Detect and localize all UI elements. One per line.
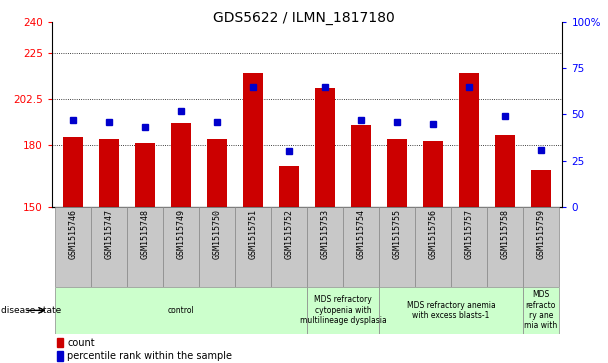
Bar — [523, 207, 559, 287]
Bar — [451, 207, 487, 287]
Bar — [307, 207, 343, 287]
Text: GSM1515747: GSM1515747 — [105, 209, 114, 259]
Bar — [307, 287, 379, 334]
Bar — [63, 137, 83, 207]
Text: percentile rank within the sample: percentile rank within the sample — [67, 351, 232, 361]
Bar — [487, 207, 523, 287]
Text: disease state: disease state — [1, 306, 61, 315]
Text: GSM1515758: GSM1515758 — [500, 209, 510, 259]
Text: MDS refractory anemia
with excess blasts-1: MDS refractory anemia with excess blasts… — [407, 301, 496, 320]
Bar — [415, 207, 451, 287]
Text: GSM1515754: GSM1515754 — [356, 209, 365, 259]
Bar — [235, 207, 271, 287]
Text: GSM1515750: GSM1515750 — [213, 209, 222, 259]
Bar — [279, 166, 299, 207]
Text: GDS5622 / ILMN_1817180: GDS5622 / ILMN_1817180 — [213, 11, 395, 25]
Bar — [379, 287, 523, 334]
Bar — [136, 143, 155, 207]
Bar — [99, 139, 119, 207]
Text: GSM1515759: GSM1515759 — [536, 209, 545, 259]
Bar — [57, 351, 63, 361]
Bar — [387, 139, 407, 207]
Bar — [91, 207, 127, 287]
Bar — [57, 338, 63, 347]
Text: GSM1515755: GSM1515755 — [392, 209, 401, 259]
Bar — [343, 207, 379, 287]
Bar — [55, 207, 91, 287]
Text: GSM1515753: GSM1515753 — [320, 209, 330, 259]
Text: GSM1515752: GSM1515752 — [285, 209, 294, 259]
Bar — [127, 207, 163, 287]
Bar — [171, 123, 191, 207]
Text: GSM1515757: GSM1515757 — [465, 209, 474, 259]
Text: GSM1515751: GSM1515751 — [249, 209, 258, 259]
Bar — [459, 73, 478, 207]
Text: GSM1515749: GSM1515749 — [177, 209, 185, 259]
Bar — [315, 87, 335, 207]
Bar — [423, 141, 443, 207]
Bar — [379, 207, 415, 287]
Text: GSM1515746: GSM1515746 — [69, 209, 78, 259]
Bar — [163, 207, 199, 287]
Text: count: count — [67, 338, 95, 348]
Text: control: control — [168, 306, 195, 315]
Bar — [271, 207, 307, 287]
Bar — [523, 287, 559, 334]
Bar — [207, 139, 227, 207]
Bar — [495, 135, 515, 207]
Text: MDS
refracto
ry ane
mia with: MDS refracto ry ane mia with — [524, 290, 558, 330]
Text: GSM1515756: GSM1515756 — [429, 209, 437, 259]
Bar — [351, 125, 371, 207]
Bar — [531, 170, 551, 207]
Bar — [55, 287, 307, 334]
Text: MDS refractory
cytopenia with
multilineage dysplasia: MDS refractory cytopenia with multilinea… — [300, 295, 386, 325]
Text: GSM1515748: GSM1515748 — [140, 209, 150, 259]
Bar — [243, 73, 263, 207]
Bar — [199, 207, 235, 287]
